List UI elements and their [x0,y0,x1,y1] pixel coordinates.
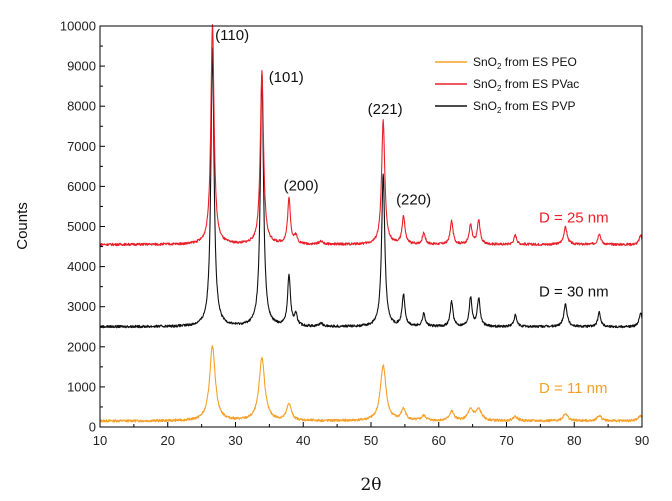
x-tick-label: 70 [499,433,513,448]
y-axis-title: Counts [14,202,31,250]
x-tick-label: 30 [228,433,242,448]
peak-label: (200) [284,177,319,194]
x-tick-label: 50 [364,433,378,448]
annotations-layer: (110) (101) (200) (221) (220) D = 25 nm D = 30… [215,27,608,397]
x-tick-label: 40 [296,433,310,448]
series-line [99,24,643,247]
x-axis-title: 2θ [360,475,381,495]
crystallite-size-label: D = 25 nm [539,209,609,226]
series-layer [99,24,643,423]
legend-entry: SnO2 from ES PEO [473,55,577,71]
x-tick-label: 60 [432,433,446,448]
y-tick-label: 0 [89,420,96,435]
y-tick-label: 1000 [67,379,96,394]
peak-label: (110) [215,27,249,44]
legend-entry: SnO2 from ES PVP [473,99,576,115]
ticks-layer: 10 20 30 40 50 60 70 80 90 0 1000 2000 3000 4000 5000 6… [60,19,649,449]
y-tick-label: 6000 [67,179,96,194]
y-tick-label: 3000 [67,299,96,314]
y-tick-label: 2000 [67,339,96,354]
x-tick-label: 10 [93,433,107,448]
peak-label: (220) [396,191,431,208]
series-line [99,47,643,329]
crystallite-size-label: D = 11 nm [539,380,608,397]
y-tick-label: 10000 [60,19,96,34]
peak-label: (101) [269,69,304,86]
legend: SnO2 from ES PEO SnO2 from ES PVac SnO2 fr… [435,55,579,115]
y-tick-label: 4000 [67,259,96,274]
x-tick-label: 20 [161,433,175,448]
x-tick-label: 90 [635,433,649,448]
y-tick-label: 5000 [67,219,96,234]
crystallite-size-label: D = 30 nm [539,284,609,301]
x-tick-label: 80 [567,433,581,448]
y-tick-label: 8000 [67,99,96,114]
peak-label: (221) [368,101,403,118]
y-tick-label: 7000 [67,139,96,154]
y-tick-label: 9000 [67,59,96,74]
series-line [99,345,643,423]
legend-entry: SnO2 from ES PVac [473,77,579,93]
